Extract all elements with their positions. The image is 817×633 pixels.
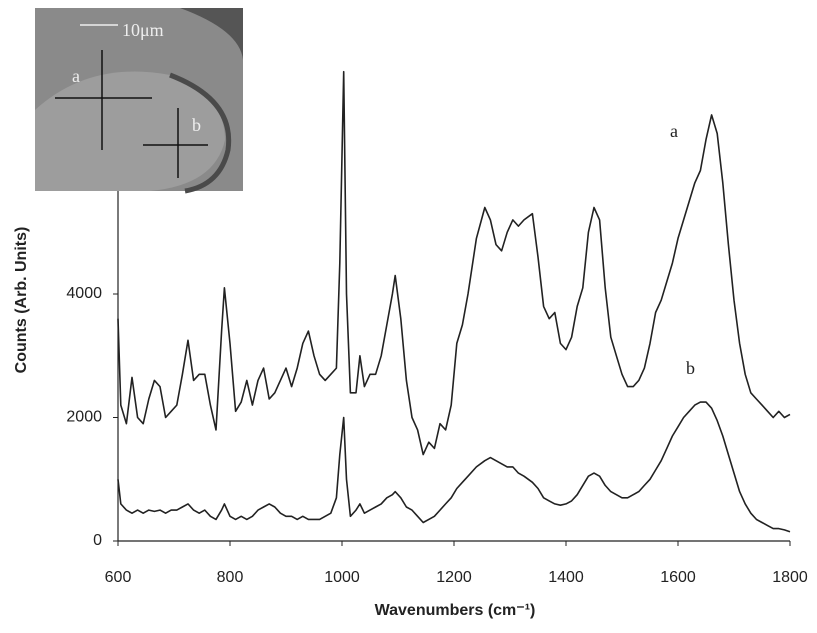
inset-image: 10μm a b <box>35 8 243 194</box>
series-label: a <box>670 121 678 141</box>
inset-label: a <box>72 66 80 86</box>
x-tick-label: 800 <box>217 569 244 586</box>
x-tick-label: 1800 <box>772 569 808 586</box>
x-tick-label: 600 <box>105 569 132 586</box>
x-tick-label: 1600 <box>660 569 696 586</box>
inset-label: b <box>192 115 201 135</box>
y-axis-label: Counts (Arb. Units) <box>13 227 30 374</box>
x-axis-label: Wavenumbers (cm⁻¹) <box>375 602 536 619</box>
series-label: b <box>686 358 695 378</box>
y-tick-label: 0 <box>93 532 102 549</box>
x-tick-label: 1400 <box>548 569 584 586</box>
y-tick-label: 4000 <box>66 285 102 302</box>
inset-scale-label: 10μm <box>122 20 164 40</box>
x-tick-label: 1200 <box>436 569 472 586</box>
x-tick-label: 1000 <box>324 569 360 586</box>
series-line <box>117 70 791 456</box>
series-line <box>117 401 791 533</box>
y-tick-label: 2000 <box>66 409 102 426</box>
